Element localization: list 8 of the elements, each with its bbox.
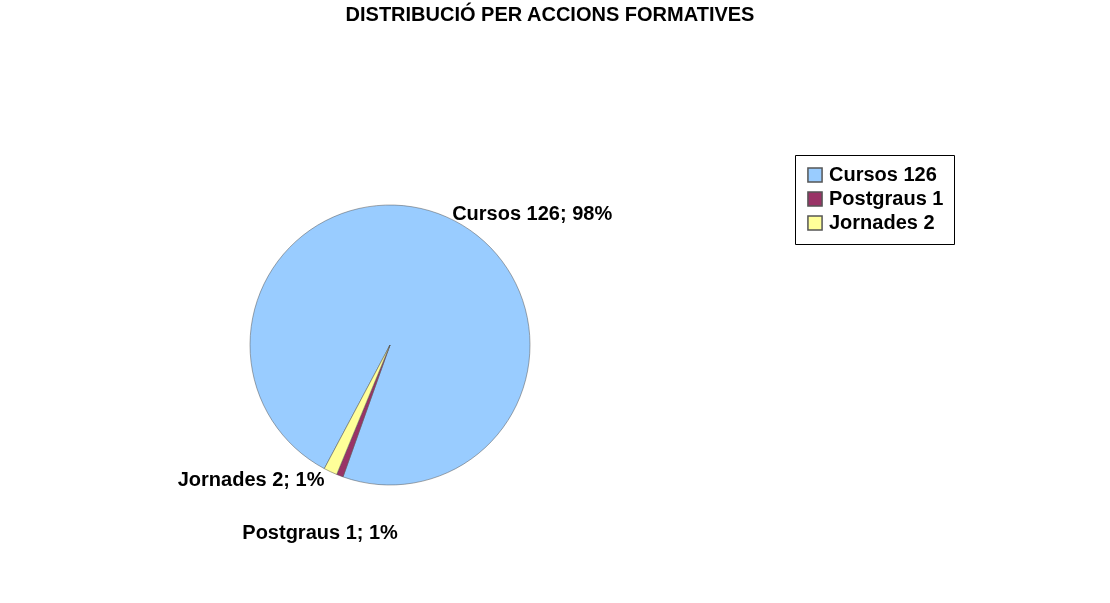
- legend-label: Postgraus 1: [829, 187, 944, 209]
- legend-label: Jornades 2: [829, 211, 935, 233]
- data-label: Jornades 2; 1%: [177, 468, 325, 491]
- data-label: Cursos 126; 98%: [452, 202, 613, 225]
- legend-label: Cursos 126: [829, 163, 937, 185]
- data-label: Postgraus 1; 1%: [242, 521, 399, 544]
- pie-slice: [324, 344, 391, 475]
- chart-title: DISTRIBUCIÓ PER ACCIONS FORMATIVES: [345, 2, 755, 25]
